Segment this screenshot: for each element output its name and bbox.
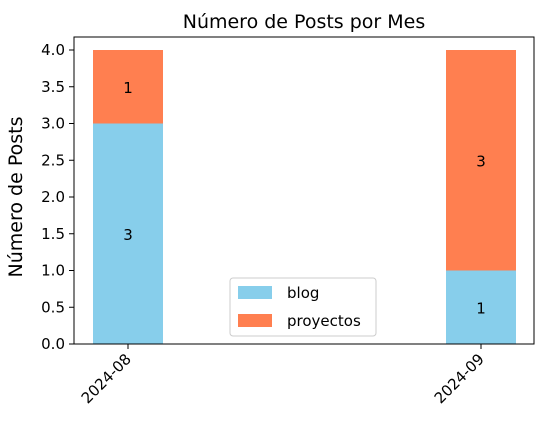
y-tick-label: 2.0 [41, 188, 65, 206]
y-axis: 0.0 0.5 1.0 1.5 2.0 2.5 3.0 3.5 4.0 [41, 41, 74, 353]
y-tick-label: 2.5 [41, 151, 65, 169]
legend: blog proyectos [229, 277, 377, 337]
x-tick-label: 2024-09 [431, 350, 488, 407]
legend-swatch-proyectos [238, 314, 272, 327]
y-axis-label: Número de Posts [5, 117, 27, 278]
y-tick-label: 0.5 [41, 298, 65, 316]
bar-value-label: 3 [476, 152, 486, 170]
bar-proyectos-2024-08 [93, 50, 163, 124]
y-tick-label: 3.5 [41, 78, 65, 96]
x-tick-label: 2024-08 [78, 350, 135, 407]
bar-blog-2024-09 [446, 270, 516, 344]
y-tick-label: 1.5 [41, 225, 65, 243]
plot-frame [73, 36, 535, 345]
y-tick-label: 1.0 [41, 262, 65, 280]
legend-swatch-blog [238, 286, 272, 299]
x-axis: 2024-08 2024-09 [78, 344, 488, 407]
bar-value-label: 1 [476, 299, 486, 317]
y-tick-label: 4.0 [41, 41, 65, 59]
y-tick-label: 0.0 [41, 335, 65, 353]
bar-value-label: 1 [123, 79, 133, 97]
legend-label-blog: blog [287, 284, 319, 302]
bars-group [93, 50, 516, 344]
bar-proyectos-2024-09 [446, 50, 516, 271]
y-tick-label: 3.0 [41, 115, 65, 133]
chart-title: Número de Posts por Mes [183, 11, 426, 33]
bar-labels-group: 3 1 1 3 [123, 79, 486, 318]
legend-label-proyectos: proyectos [287, 312, 361, 330]
bar-blog-2024-08 [93, 123, 163, 344]
bar-value-label: 3 [123, 226, 133, 244]
